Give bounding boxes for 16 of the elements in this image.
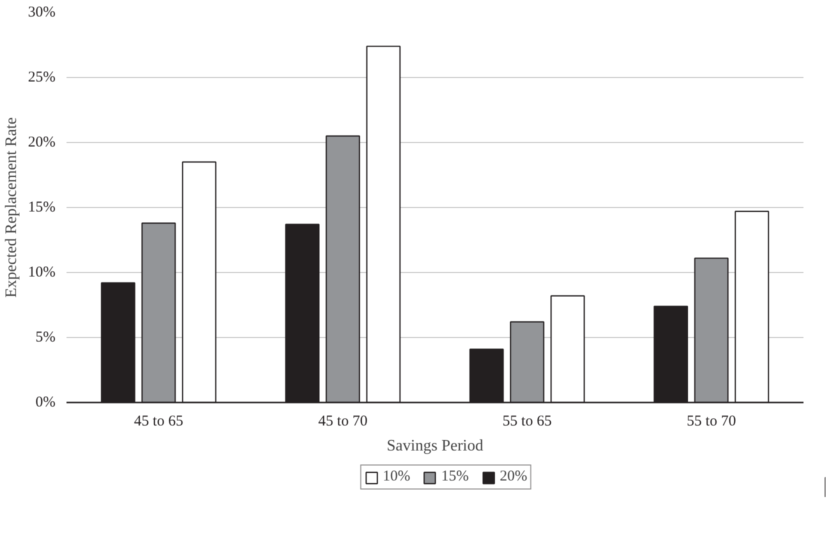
legend-label: 10% (382, 468, 410, 486)
y-tick-label: 5% (36, 330, 56, 346)
y-tick-label: 10% (28, 264, 56, 280)
legend-label: 20% (500, 468, 528, 486)
x-tick-label: 45 to 70 (318, 414, 368, 430)
x-tick-label: 55 to 65 (502, 414, 552, 430)
x-axis-title: Savings Period (386, 438, 484, 454)
x-tick-label: 45 to 65 (134, 414, 184, 430)
x-tick-label: 55 to 70 (686, 414, 736, 430)
legend-label: 15% (441, 468, 469, 486)
y-tick-label: 25% (28, 70, 56, 86)
y-axis-title: Expected Replacement Rate (3, 117, 20, 298)
y-tick-label: 0% (36, 394, 56, 410)
y-tick-label: 30% (28, 4, 56, 20)
y-tick-label: 20% (28, 134, 56, 150)
y-tick-label: 15% (28, 200, 56, 216)
